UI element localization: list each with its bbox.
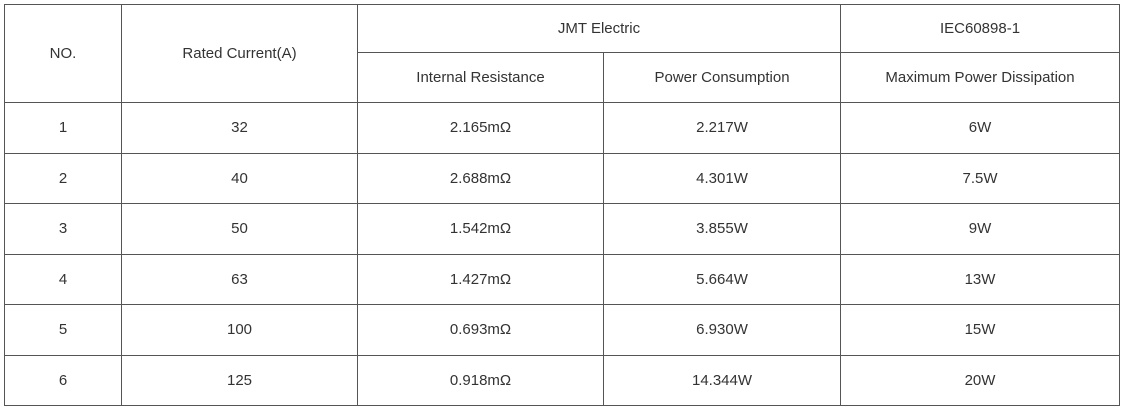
data-row: 1 32 2.165mΩ 2.217W 6W: [4, 102, 1121, 154]
header-row: NO. Rated Current(A) JMT Electric IEC608…: [4, 4, 1121, 103]
cell: 5: [4, 304, 122, 356]
cell: 40: [121, 152, 358, 204]
header-cell: NO.: [4, 4, 122, 103]
cell: 1.427mΩ: [357, 253, 604, 305]
cell: 100: [121, 304, 358, 356]
data-row: 3 50 1.542mΩ 3.855W 9W: [4, 203, 1121, 255]
cell: 2.165mΩ: [357, 102, 604, 154]
cell: 4.301W: [602, 152, 842, 204]
header-cell: Maximum Power Dissipation: [840, 52, 1121, 103]
cell: 50: [121, 203, 358, 255]
cell: 14.344W: [602, 354, 842, 406]
cell: 9W: [840, 203, 1121, 255]
cell: 1: [4, 102, 122, 154]
header-cell: Rated Current(A): [121, 4, 358, 103]
group-header: IEC60898-1: [840, 4, 1121, 53]
cell: 0.693mΩ: [357, 304, 604, 356]
spec-table: NO. Rated Current(A) JMT Electric IEC608…: [4, 4, 1121, 406]
header-cell: Power Consumption: [602, 52, 842, 103]
cell: 20W: [840, 354, 1121, 406]
cell: 4: [4, 253, 122, 305]
data-row: 2 40 2.688mΩ 4.301W 7.5W: [4, 152, 1121, 204]
data-row: 4 63 1.427mΩ 5.664W 13W: [4, 253, 1121, 305]
cell: 125: [121, 354, 358, 406]
cell: 2: [4, 152, 122, 204]
cell: 63: [121, 253, 358, 305]
cell: 7.5W: [840, 152, 1121, 204]
table-body: 1 32 2.165mΩ 2.217W 6W 2 40 2.688mΩ 4.301W 7.5W 3 5…: [4, 102, 1121, 406]
cell: 2.217W: [602, 102, 842, 154]
cell: 6W: [840, 102, 1121, 154]
data-row: 5 100 0.693mΩ 6.930W 15W: [4, 304, 1121, 356]
header-row: Internal Resistance Power Consumption Ma…: [5, 52, 1121, 103]
data-row: 6 125 0.918mΩ 14.344W 20W: [4, 354, 1121, 406]
cell: 2.688mΩ: [357, 152, 604, 204]
cell: 3.855W: [602, 203, 842, 255]
cell: 15W: [840, 304, 1121, 356]
cell: 3: [4, 203, 122, 255]
cell: 0.918mΩ: [357, 354, 604, 406]
header-cell: Internal Resistance: [357, 52, 604, 103]
cell: 6.930W: [602, 304, 842, 356]
cell: 5.664W: [602, 253, 842, 305]
group-header: JMT Electric: [356, 4, 842, 53]
cell: 32: [121, 102, 358, 154]
cell: 13W: [840, 253, 1121, 305]
cell: 6: [4, 354, 122, 406]
cell: 1.542mΩ: [357, 203, 604, 255]
